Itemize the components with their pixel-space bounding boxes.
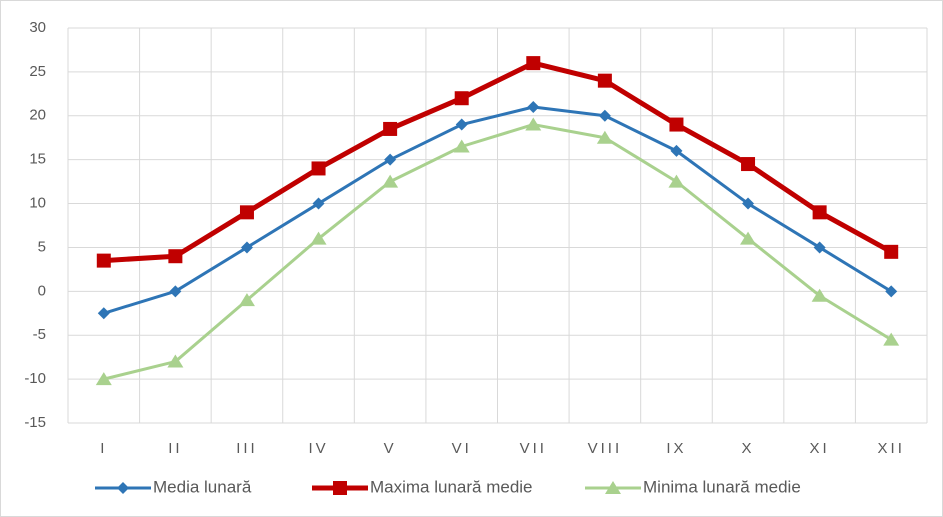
data-point <box>169 285 182 298</box>
data-point <box>310 231 327 245</box>
y-tick-label: 25 <box>29 63 46 80</box>
x-tick-label: VII <box>520 440 547 457</box>
data-point <box>669 117 684 132</box>
data-point <box>312 197 325 210</box>
x-tick-label: IV <box>308 440 328 457</box>
legend-label: Minima lunară medie <box>643 477 801 496</box>
x-tick-label: VIII <box>588 440 623 457</box>
legend-marker <box>605 481 621 494</box>
data-point <box>742 197 755 210</box>
y-tick-label: -5 <box>33 326 46 343</box>
data-point <box>525 117 542 131</box>
data-point <box>526 56 541 71</box>
series-line <box>103 105 892 315</box>
x-tick-label: X <box>742 440 755 457</box>
x-tick-label: II <box>168 440 182 457</box>
data-point <box>453 139 470 153</box>
y-tick-label: 0 <box>38 282 46 299</box>
data-point <box>883 332 900 346</box>
data-point <box>382 174 399 188</box>
y-tick-label: 15 <box>29 151 46 168</box>
data-point <box>885 285 898 298</box>
data-point <box>455 118 468 131</box>
data-point <box>670 144 683 157</box>
data-point <box>813 241 826 254</box>
data-point <box>811 288 828 302</box>
x-tick-label: IX <box>666 440 686 457</box>
data-point <box>741 157 756 172</box>
legend-label: Media lunară <box>153 477 252 496</box>
data-point <box>527 101 540 113</box>
x-tick-label: V <box>384 440 397 457</box>
data-point <box>239 205 254 220</box>
data-point <box>238 293 255 307</box>
legend-marker <box>117 482 129 494</box>
data-point <box>597 73 612 88</box>
data-point <box>812 205 827 220</box>
data-point <box>596 130 613 144</box>
data-point <box>884 244 899 259</box>
y-tick-label: -10 <box>24 370 46 387</box>
data-point <box>96 253 111 268</box>
data-point <box>95 372 112 386</box>
data-point <box>311 161 326 176</box>
data-point <box>240 241 253 254</box>
series-line <box>103 123 892 381</box>
series-line <box>103 60 893 264</box>
data-point <box>167 354 184 368</box>
x-tick-label: XI <box>810 440 830 457</box>
x-tick-label: I <box>100 440 107 457</box>
y-tick-label: 5 <box>38 238 46 255</box>
y-tick-label: 10 <box>29 195 46 212</box>
data-point <box>384 153 397 166</box>
x-tick-label: XII <box>878 440 905 457</box>
data-point <box>383 121 398 136</box>
data-point <box>97 307 110 320</box>
data-point <box>598 109 611 122</box>
data-point <box>740 231 757 245</box>
x-tick-label: VI <box>452 440 472 457</box>
data-point <box>668 174 685 188</box>
y-tick-label: -15 <box>24 414 46 431</box>
y-tick-label: 20 <box>29 107 46 124</box>
x-tick-label: III <box>236 440 258 457</box>
y-tick-label: 30 <box>29 19 46 36</box>
data-point <box>454 91 469 106</box>
legend-label: Maxima lunară medie <box>370 477 533 496</box>
legend-marker <box>333 481 347 495</box>
data-point <box>168 249 183 264</box>
